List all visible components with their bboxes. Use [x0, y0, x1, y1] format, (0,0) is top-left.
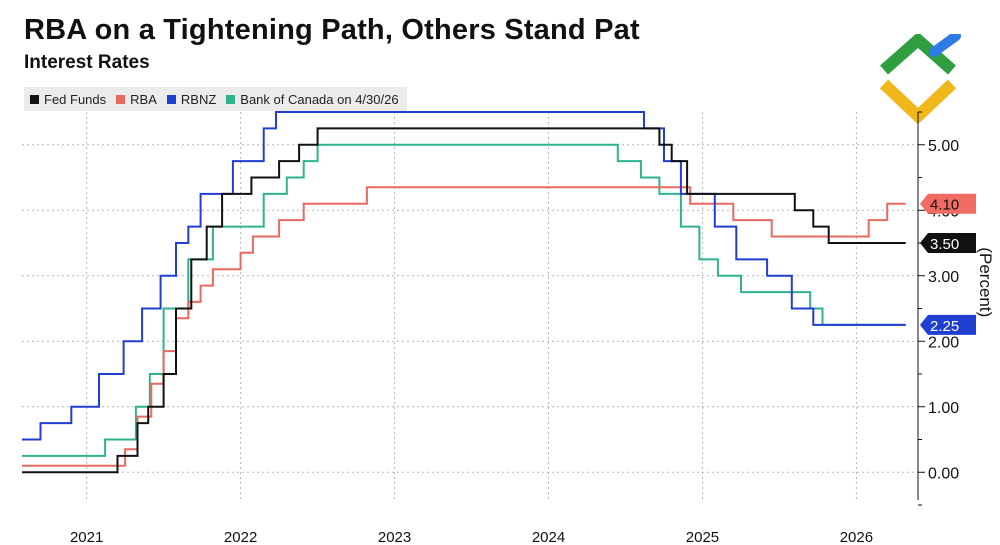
chart-end-labels: 4.10 3.50 2.25 [920, 193, 976, 335]
x-tick-label: 2023 [378, 529, 411, 545]
x-tick-label: 2026 [840, 529, 873, 545]
end-label-badge [920, 193, 976, 214]
chart-series [22, 111, 906, 474]
legend-item-rba: RBA [116, 92, 157, 107]
y-tick-label: 0.00 [928, 465, 959, 482]
legend-item-rbnz: RBNZ [166, 91, 217, 107]
legend-label-bank-of-canada: Bank of Canada on 4/30/26 [240, 91, 399, 107]
series-line-fed-funds [22, 127, 906, 474]
end-label-badge [920, 233, 976, 253]
x-tick-label: 2024 [532, 529, 565, 545]
chart-grid [22, 112, 918, 500]
chart-axes: 0.001.002.003.004.005.002021202220232024… [70, 111, 959, 545]
legend-swatch-rba [116, 94, 126, 104]
chart-title: RBA on a Tightening Path, Others Stand P… [24, 14, 640, 46]
chart-legend: Fed Funds RBA RBNZ Bank of Canada on 4/3… [24, 87, 407, 111]
x-tick-label: 2021 [70, 529, 103, 545]
legend-item-bank-of-canada: Bank of Canada on 4/30/26 [226, 91, 399, 107]
x-tick-label: 2025 [686, 529, 719, 545]
logo-blue-stroke [929, 34, 961, 57]
legend-swatch-bank-of-canada [226, 94, 236, 104]
y-tick-label: 3.00 [928, 269, 959, 286]
end-label-text: 3.50 [930, 236, 959, 253]
y-axis-title: (Percent) [976, 247, 995, 317]
legend-label-fed-funds: Fed Funds [44, 91, 107, 107]
series-line-bank-of-canada-on-4-30-26 [22, 143, 906, 457]
legend-label-rbnz: RBNZ [180, 91, 217, 107]
end-label-text: 4.10 [930, 197, 959, 214]
x-tick-label: 2022 [224, 529, 257, 545]
legend-swatch-rbnz [166, 94, 176, 104]
legend-item-fed-funds: Fed Funds [30, 92, 106, 107]
legend-label-rba: RBA [130, 91, 157, 107]
legend-swatch-fed-funds [30, 94, 39, 104]
series-line-rba [22, 186, 906, 467]
logo-green-chevron [880, 34, 956, 75]
y-tick-label: 2.00 [928, 334, 959, 351]
chart-subtitle: Interest Rates [24, 52, 150, 73]
end-label-text: 2.25 [930, 318, 959, 335]
series-line-rbnz [22, 111, 906, 441]
y-tick-label: 1.00 [928, 400, 959, 417]
end-label-badge [920, 314, 976, 335]
y-tick-label: 5.00 [928, 138, 959, 155]
